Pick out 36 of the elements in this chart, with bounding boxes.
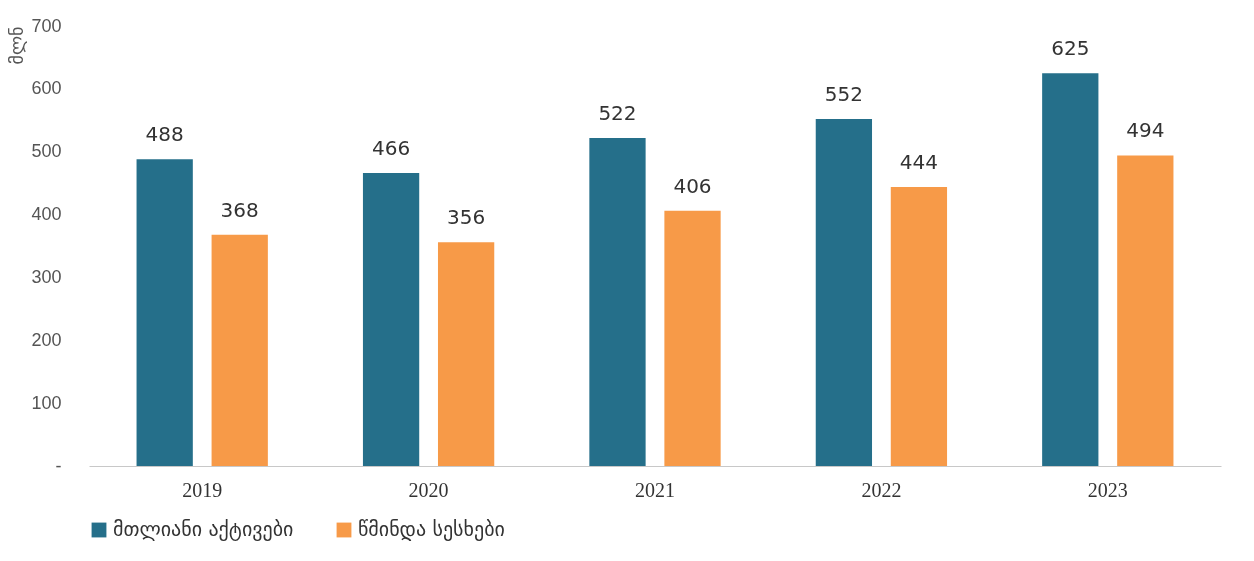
bar: [437, 242, 495, 466]
data-label: 522: [598, 100, 637, 125]
y-tick-label: 500: [31, 141, 62, 162]
x-tick-label: 2019: [182, 478, 223, 501]
legend-label: მთლიანი აქტივები: [113, 517, 294, 541]
y-tick-label: 700: [31, 15, 62, 36]
bar: [211, 234, 268, 466]
bar: [589, 137, 646, 466]
x-tick-label: 2022: [861, 478, 902, 501]
y-tick-label: 100: [31, 392, 62, 413]
bar: [362, 173, 420, 466]
legend-label: წმინდა სესხები: [358, 517, 505, 541]
bar: [815, 119, 873, 466]
data-label: 552: [824, 82, 863, 107]
y-tick-label: 300: [31, 266, 62, 287]
x-tick-label: 2023: [1087, 478, 1128, 501]
data-label: 494: [1126, 118, 1165, 143]
data-label: 488: [145, 122, 184, 147]
y-tick-label: -: [55, 455, 62, 476]
data-label: 406: [673, 173, 712, 198]
bar: [1117, 155, 1174, 466]
y-axis-title: მლნ: [6, 26, 28, 65]
bar: [890, 186, 948, 466]
y-tick-label: 200: [31, 329, 62, 350]
bar: [136, 159, 193, 466]
data-label: 356: [447, 205, 486, 230]
y-tick-label: 400: [31, 204, 62, 225]
x-tick-label: 2021: [635, 478, 675, 501]
y-tick-label: 600: [31, 78, 62, 99]
data-label: 368: [220, 197, 259, 222]
data-label: 625: [1051, 36, 1090, 61]
bar: [664, 210, 721, 466]
data-label: 444: [899, 149, 939, 174]
data-label: 466: [371, 136, 411, 161]
bar: [1042, 73, 1099, 466]
x-tick-label: 2020: [408, 478, 449, 501]
